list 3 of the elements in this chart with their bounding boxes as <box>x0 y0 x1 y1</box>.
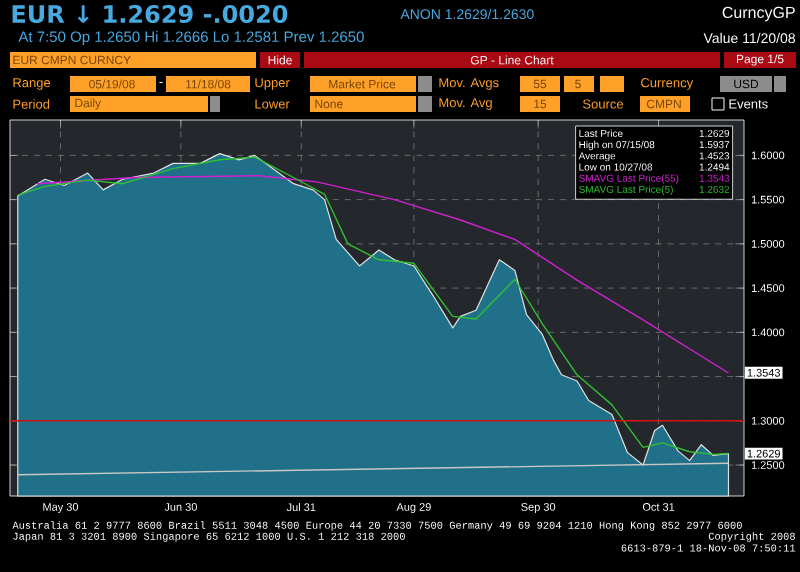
chart-title: EUR ↓ 1.2629 -.0020 <box>12 4 288 24</box>
text: CurncyGP <box>722 6 795 22</box>
line-series <box>36 175 730 374</box>
